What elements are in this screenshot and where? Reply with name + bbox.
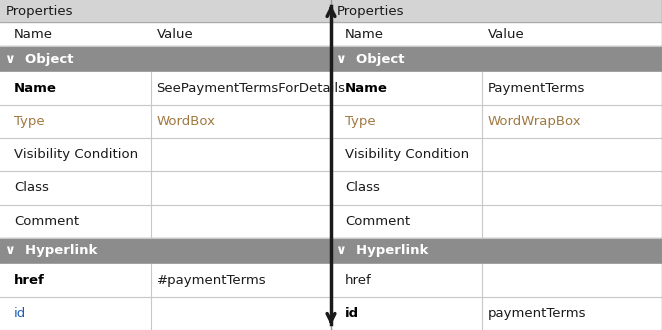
Text: Properties: Properties: [6, 5, 73, 17]
Bar: [331, 0, 662, 22]
Bar: [331, 171, 662, 205]
Text: #paymentTerms: #paymentTerms: [157, 274, 266, 287]
Text: Value: Value: [157, 27, 193, 41]
Text: Properties: Properties: [337, 5, 404, 17]
Bar: [331, 238, 662, 264]
Text: ∨  Object: ∨ Object: [5, 52, 73, 65]
Text: href: href: [345, 274, 372, 287]
Text: Type: Type: [14, 115, 44, 128]
Bar: [331, 297, 662, 330]
Text: Name: Name: [345, 27, 384, 41]
Text: Value: Value: [488, 27, 524, 41]
Bar: [0, 264, 331, 297]
Text: id: id: [14, 307, 26, 320]
Bar: [331, 22, 662, 46]
Bar: [0, 22, 331, 46]
Text: Visibility Condition: Visibility Condition: [14, 148, 138, 161]
Bar: [0, 0, 331, 22]
Bar: [0, 105, 331, 138]
Bar: [331, 264, 662, 297]
Bar: [0, 238, 331, 264]
Text: Comment: Comment: [345, 214, 410, 228]
Text: Name: Name: [345, 82, 388, 95]
Bar: [331, 105, 662, 138]
Text: Type: Type: [345, 115, 375, 128]
Text: paymentTerms: paymentTerms: [488, 307, 586, 320]
Text: Name: Name: [14, 82, 57, 95]
Text: Comment: Comment: [14, 214, 79, 228]
Text: PaymentTerms: PaymentTerms: [488, 82, 585, 95]
Text: Name: Name: [14, 27, 53, 41]
Bar: [331, 205, 662, 238]
Text: Class: Class: [14, 182, 49, 194]
Text: SeePaymentTermsForDetails: SeePaymentTermsForDetails: [157, 82, 346, 95]
Text: WordWrapBox: WordWrapBox: [488, 115, 581, 128]
Text: ∨  Hyperlink: ∨ Hyperlink: [5, 244, 97, 257]
Bar: [331, 46, 662, 72]
Text: WordBox: WordBox: [157, 115, 216, 128]
Bar: [0, 72, 331, 105]
Bar: [0, 46, 331, 72]
Text: Class: Class: [345, 182, 380, 194]
Text: id: id: [345, 307, 359, 320]
Bar: [0, 171, 331, 205]
Bar: [0, 205, 331, 238]
Text: ∨  Object: ∨ Object: [336, 52, 404, 65]
Bar: [331, 72, 662, 105]
Bar: [331, 138, 662, 171]
Text: ∨  Hyperlink: ∨ Hyperlink: [336, 244, 428, 257]
Text: Visibility Condition: Visibility Condition: [345, 148, 469, 161]
Text: href: href: [14, 274, 45, 287]
Bar: [0, 138, 331, 171]
Bar: [0, 297, 331, 330]
